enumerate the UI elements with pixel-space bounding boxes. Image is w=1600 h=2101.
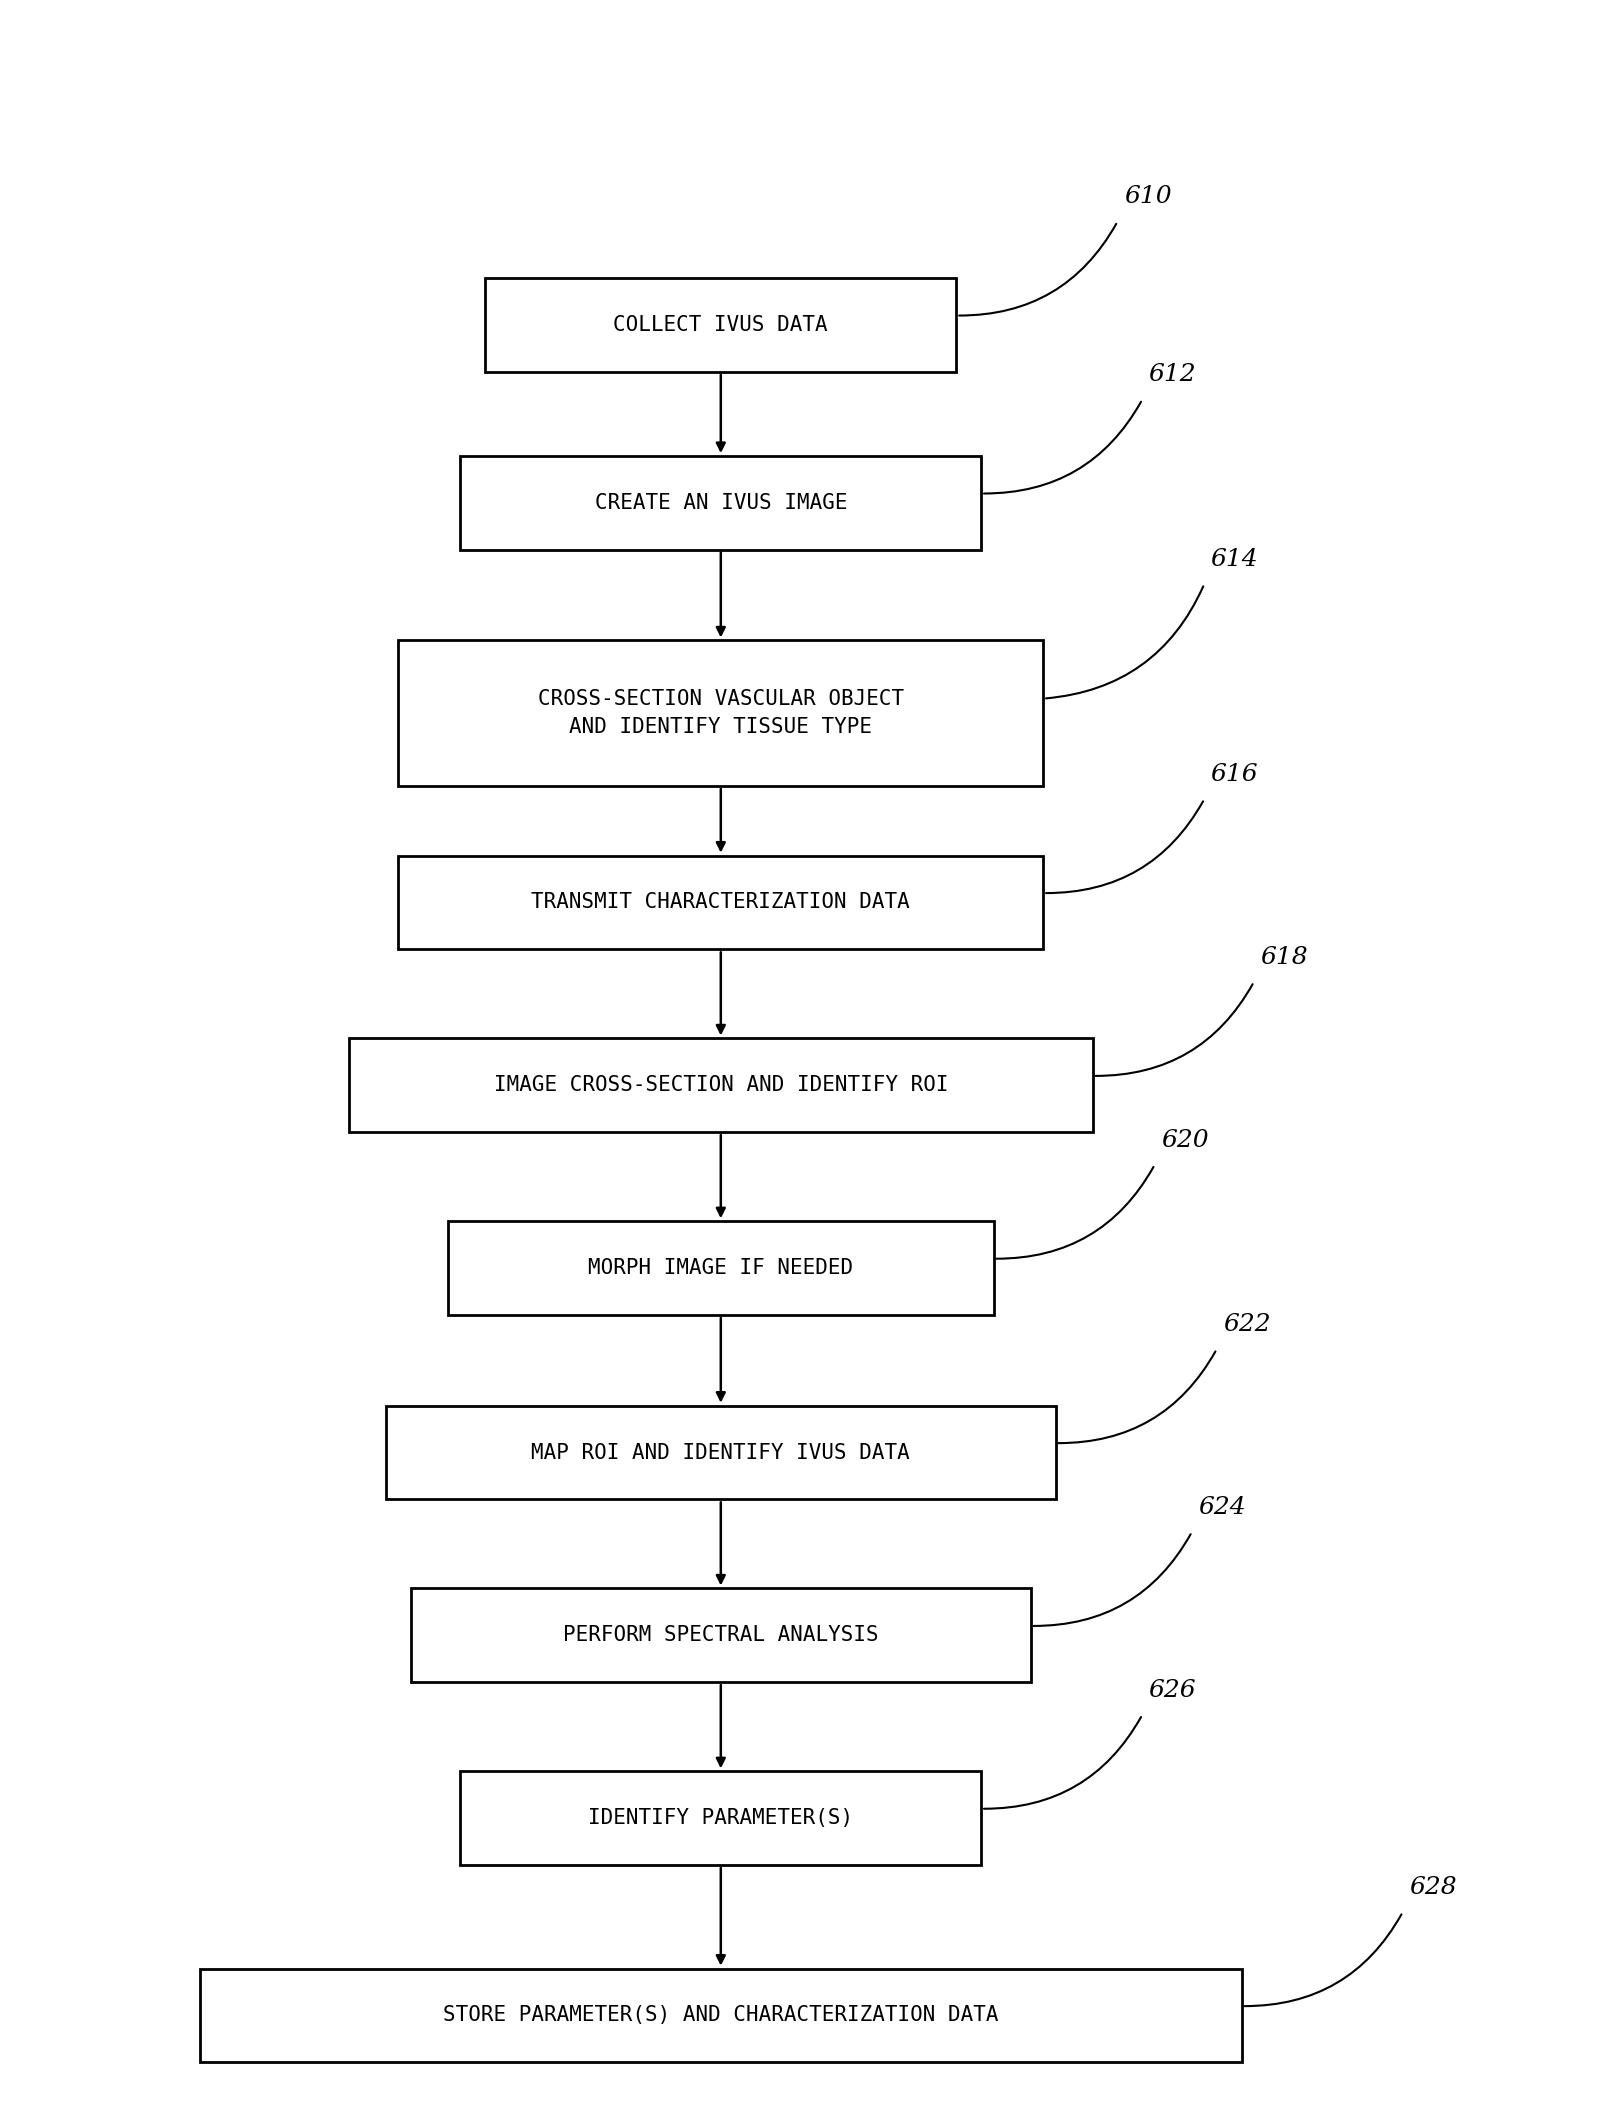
Text: MAP ROI AND IDENTIFY IVUS DATA: MAP ROI AND IDENTIFY IVUS DATA xyxy=(531,1443,910,1462)
Text: MORPH IMAGE IF NEEDED: MORPH IMAGE IF NEEDED xyxy=(589,1258,853,1277)
FancyBboxPatch shape xyxy=(398,855,1043,950)
FancyBboxPatch shape xyxy=(411,1588,1030,1683)
Text: 618: 618 xyxy=(1261,945,1307,969)
Text: IDENTIFY PARAMETER(S): IDENTIFY PARAMETER(S) xyxy=(589,1809,853,1828)
FancyBboxPatch shape xyxy=(461,1771,981,1866)
Text: CROSS-SECTION VASCULAR OBJECT
AND IDENTIFY TISSUE TYPE: CROSS-SECTION VASCULAR OBJECT AND IDENTI… xyxy=(538,689,904,737)
Text: 612: 612 xyxy=(1149,363,1197,387)
Text: 610: 610 xyxy=(1123,185,1171,208)
Text: 620: 620 xyxy=(1162,1128,1208,1151)
FancyBboxPatch shape xyxy=(485,277,957,372)
Text: 624: 624 xyxy=(1198,1496,1246,1519)
FancyBboxPatch shape xyxy=(398,641,1043,786)
Text: PERFORM SPECTRAL ANALYSIS: PERFORM SPECTRAL ANALYSIS xyxy=(563,1626,878,1645)
Text: STORE PARAMETER(S) AND CHARACTERIZATION DATA: STORE PARAMETER(S) AND CHARACTERIZATION … xyxy=(443,2006,998,2025)
Text: 614: 614 xyxy=(1211,548,1258,571)
Text: IMAGE CROSS-SECTION AND IDENTIFY ROI: IMAGE CROSS-SECTION AND IDENTIFY ROI xyxy=(493,1076,949,1095)
FancyBboxPatch shape xyxy=(386,1406,1056,1500)
FancyBboxPatch shape xyxy=(349,1038,1093,1132)
Text: 628: 628 xyxy=(1410,1876,1456,1899)
Text: 616: 616 xyxy=(1211,763,1258,786)
FancyBboxPatch shape xyxy=(200,1969,1242,2063)
Text: 622: 622 xyxy=(1222,1313,1270,1336)
Text: COLLECT IVUS DATA: COLLECT IVUS DATA xyxy=(613,315,829,334)
Text: 626: 626 xyxy=(1149,1679,1197,1702)
FancyBboxPatch shape xyxy=(448,1221,994,1315)
FancyBboxPatch shape xyxy=(461,456,981,550)
Text: TRANSMIT CHARACTERIZATION DATA: TRANSMIT CHARACTERIZATION DATA xyxy=(531,893,910,912)
Text: CREATE AN IVUS IMAGE: CREATE AN IVUS IMAGE xyxy=(595,494,846,513)
